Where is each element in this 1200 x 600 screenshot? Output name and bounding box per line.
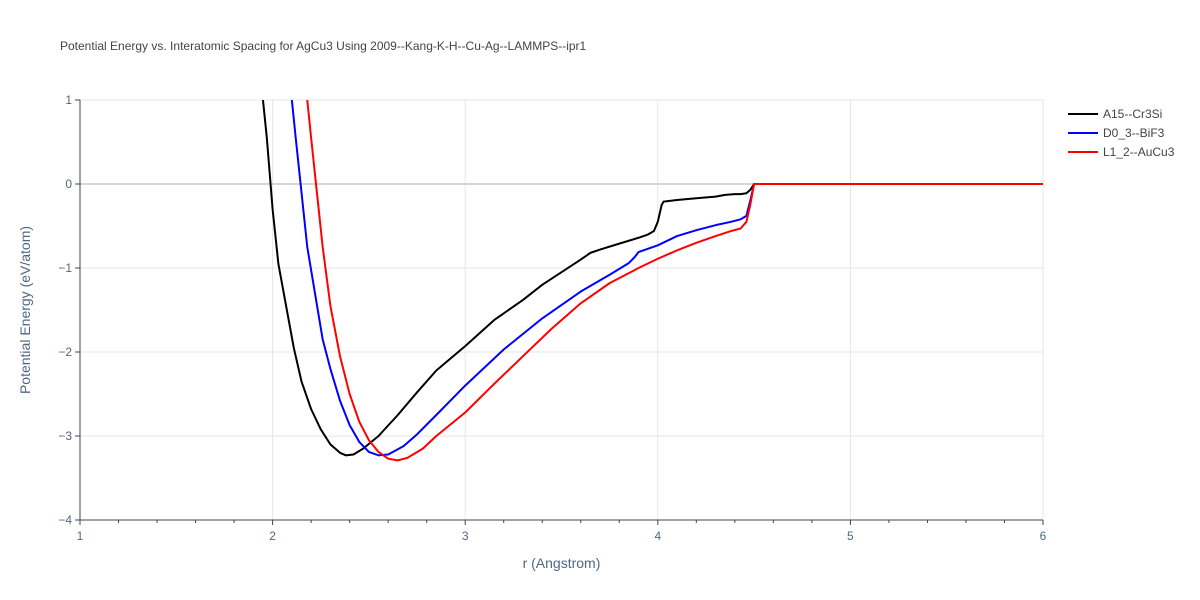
series-line-1	[261, 100, 1043, 457]
y-tick-label: −4	[58, 513, 72, 527]
x-axis-title: r (Angstrom)	[523, 555, 601, 571]
x-tick-label: 2	[269, 529, 276, 543]
x-tick-label: 4	[654, 529, 661, 543]
y-tick-label: −2	[58, 345, 72, 359]
legend-label-3[interactable]: L1_2--AuCu3	[1103, 145, 1175, 159]
y-tick-label: −3	[58, 429, 72, 443]
grid-layer	[80, 99, 1044, 520]
y-axis-title: Potential Energy (eV/atom)	[17, 226, 33, 394]
y-tick-label: −1	[58, 261, 72, 275]
series-layer	[261, 100, 1043, 462]
chart-title: Potential Energy vs. Interatomic Spacing…	[60, 39, 587, 53]
y-tick-label: 1	[65, 93, 72, 107]
y-tick-label: 0	[65, 177, 72, 191]
axes-layer: 1 2 3 4 5 6 1 0 −1 −2 −3 −4	[58, 93, 1046, 543]
x-tick-label: 1	[77, 529, 84, 543]
x-tick-label: 3	[462, 529, 469, 543]
x-tick-label: 5	[847, 529, 854, 543]
x-tick-label: 6	[1040, 529, 1047, 543]
legend-label-1[interactable]: A15--Cr3Si	[1103, 107, 1162, 121]
series-line-3	[306, 100, 1043, 462]
legend-label-2[interactable]: D0_3--BiF3	[1103, 126, 1165, 140]
legend[interactable]: A15--Cr3Si D0_3--BiF3 L1_2--AuCu3	[1068, 107, 1175, 159]
series-line-2	[290, 100, 1043, 457]
